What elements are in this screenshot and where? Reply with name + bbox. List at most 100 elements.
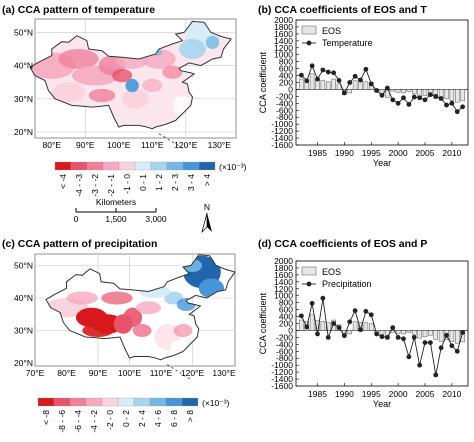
legend-label: 0 - 1	[138, 174, 148, 191]
series-point	[298, 313, 304, 319]
eos-bar	[347, 330, 353, 335]
y-tick-label: 1000	[274, 50, 293, 60]
series-point	[336, 325, 342, 331]
eos-bar	[395, 330, 401, 334]
panel-a-title: (a) CCA pattern of temperature	[2, 4, 155, 16]
panel-d-title: (d) CCA coefficients of EOS and P	[258, 238, 427, 250]
eos-bar	[331, 78, 336, 90]
lat-tick-label: 20°N	[14, 127, 33, 137]
south-sea-dash	[180, 146, 183, 149]
map-value-patch	[179, 39, 206, 59]
y-tick-label: 1000	[274, 291, 293, 301]
legend-swatch	[181, 397, 199, 407]
eos-bar	[449, 330, 455, 342]
x-tick-label: 2005	[416, 148, 435, 158]
eos-bar	[363, 322, 369, 331]
series-point	[298, 72, 304, 78]
lon-tick-label: 80°E	[57, 368, 76, 378]
series-point	[331, 321, 337, 326]
y-tick-label: 1400	[274, 277, 293, 287]
series-point	[390, 325, 396, 331]
eos-bar	[299, 78, 304, 90]
map-value-patch	[173, 324, 193, 337]
series-point	[390, 97, 396, 103]
eos-bar	[401, 330, 406, 335]
eos-bar	[444, 89, 449, 100]
map-value-patch	[148, 105, 176, 126]
legend-swatch	[149, 397, 167, 407]
south-sea-dash	[175, 369, 178, 372]
series-point	[417, 95, 423, 101]
y-tick-label: -1600	[271, 381, 293, 391]
legend-label: 6 - 8	[169, 410, 179, 427]
eos-bar	[363, 81, 369, 90]
map-value-patch	[205, 35, 220, 49]
legend-line-label: Temperature	[322, 38, 373, 48]
legend-swatch	[133, 397, 151, 407]
series-point	[363, 308, 369, 314]
series-point	[347, 80, 353, 85]
x-tick-label: 2005	[416, 389, 435, 399]
south-sea-dash	[167, 138, 170, 141]
series-point	[309, 300, 315, 306]
series-point	[406, 101, 412, 107]
legend-swatch	[86, 161, 104, 171]
legend-bar-label: EOS	[322, 267, 341, 277]
y-tick-label: -400	[276, 339, 293, 349]
series-point	[449, 343, 455, 349]
scale-tick-2: 3,000	[145, 214, 167, 224]
south-sea-dash	[171, 141, 175, 144]
eos-bar	[347, 89, 353, 94]
y-tick-label: 400	[279, 71, 293, 81]
x-tick-label: 2000	[389, 148, 408, 158]
eos-bar	[454, 89, 460, 103]
eos-bar	[390, 89, 396, 92]
eos-precipitation-chart: 2000180016001400120010008006004002000-20…	[258, 256, 469, 409]
lat-tick-label: 40°N	[14, 293, 33, 303]
series-point	[325, 69, 331, 75]
series-point	[320, 295, 326, 301]
lon-tick-label: 120°E	[174, 140, 198, 150]
eos-bar	[320, 80, 326, 90]
map-value-patch	[135, 301, 161, 315]
eos-bar	[401, 89, 406, 94]
y-tick-label: -1200	[271, 367, 293, 377]
series-point	[379, 334, 385, 340]
series-point	[352, 308, 358, 314]
series-point	[395, 100, 401, 106]
map-value-patch	[58, 49, 99, 69]
scale-bar-title: Kilometers	[96, 197, 136, 207]
y-tick-label: -1200	[271, 126, 293, 136]
series-point	[331, 70, 337, 76]
legend-label: -8 - -6	[57, 410, 67, 433]
map-value-patch	[112, 68, 133, 83]
lat-tick-label: 50°N	[14, 27, 33, 37]
scale-tick-0: 0	[74, 214, 79, 224]
y-tick-label: -600	[276, 105, 293, 115]
series-point	[438, 96, 444, 101]
eos-bar	[336, 83, 342, 90]
y-tick-label: 1200	[274, 43, 293, 53]
y-tick-label: -400	[276, 98, 293, 108]
y-tick-label: 1800	[274, 22, 293, 32]
y-tick-label: 600	[279, 64, 293, 74]
y-axis-label: CCA coefficient	[258, 292, 268, 354]
lon-tick-label: 100°E	[107, 140, 131, 150]
map-value-patch	[82, 324, 114, 337]
legend-label: 2 - 3	[170, 174, 180, 191]
series-point	[304, 78, 310, 84]
legend-label: -2 - 0	[105, 410, 115, 430]
legend-swatch	[150, 161, 168, 171]
eos-bar	[454, 330, 460, 344]
lon-tick-label: 130°E	[212, 368, 236, 378]
legend-swatch	[102, 161, 120, 171]
legend-swatch	[134, 161, 152, 171]
x-axis-label: Year	[373, 158, 391, 168]
china-outline	[29, 20, 232, 130]
y-tick-label: 2000	[274, 15, 293, 25]
series-point	[460, 330, 466, 335]
series-point	[444, 102, 449, 108]
legend-label: 4 - 6	[153, 410, 163, 427]
legend-swatch	[85, 397, 103, 407]
